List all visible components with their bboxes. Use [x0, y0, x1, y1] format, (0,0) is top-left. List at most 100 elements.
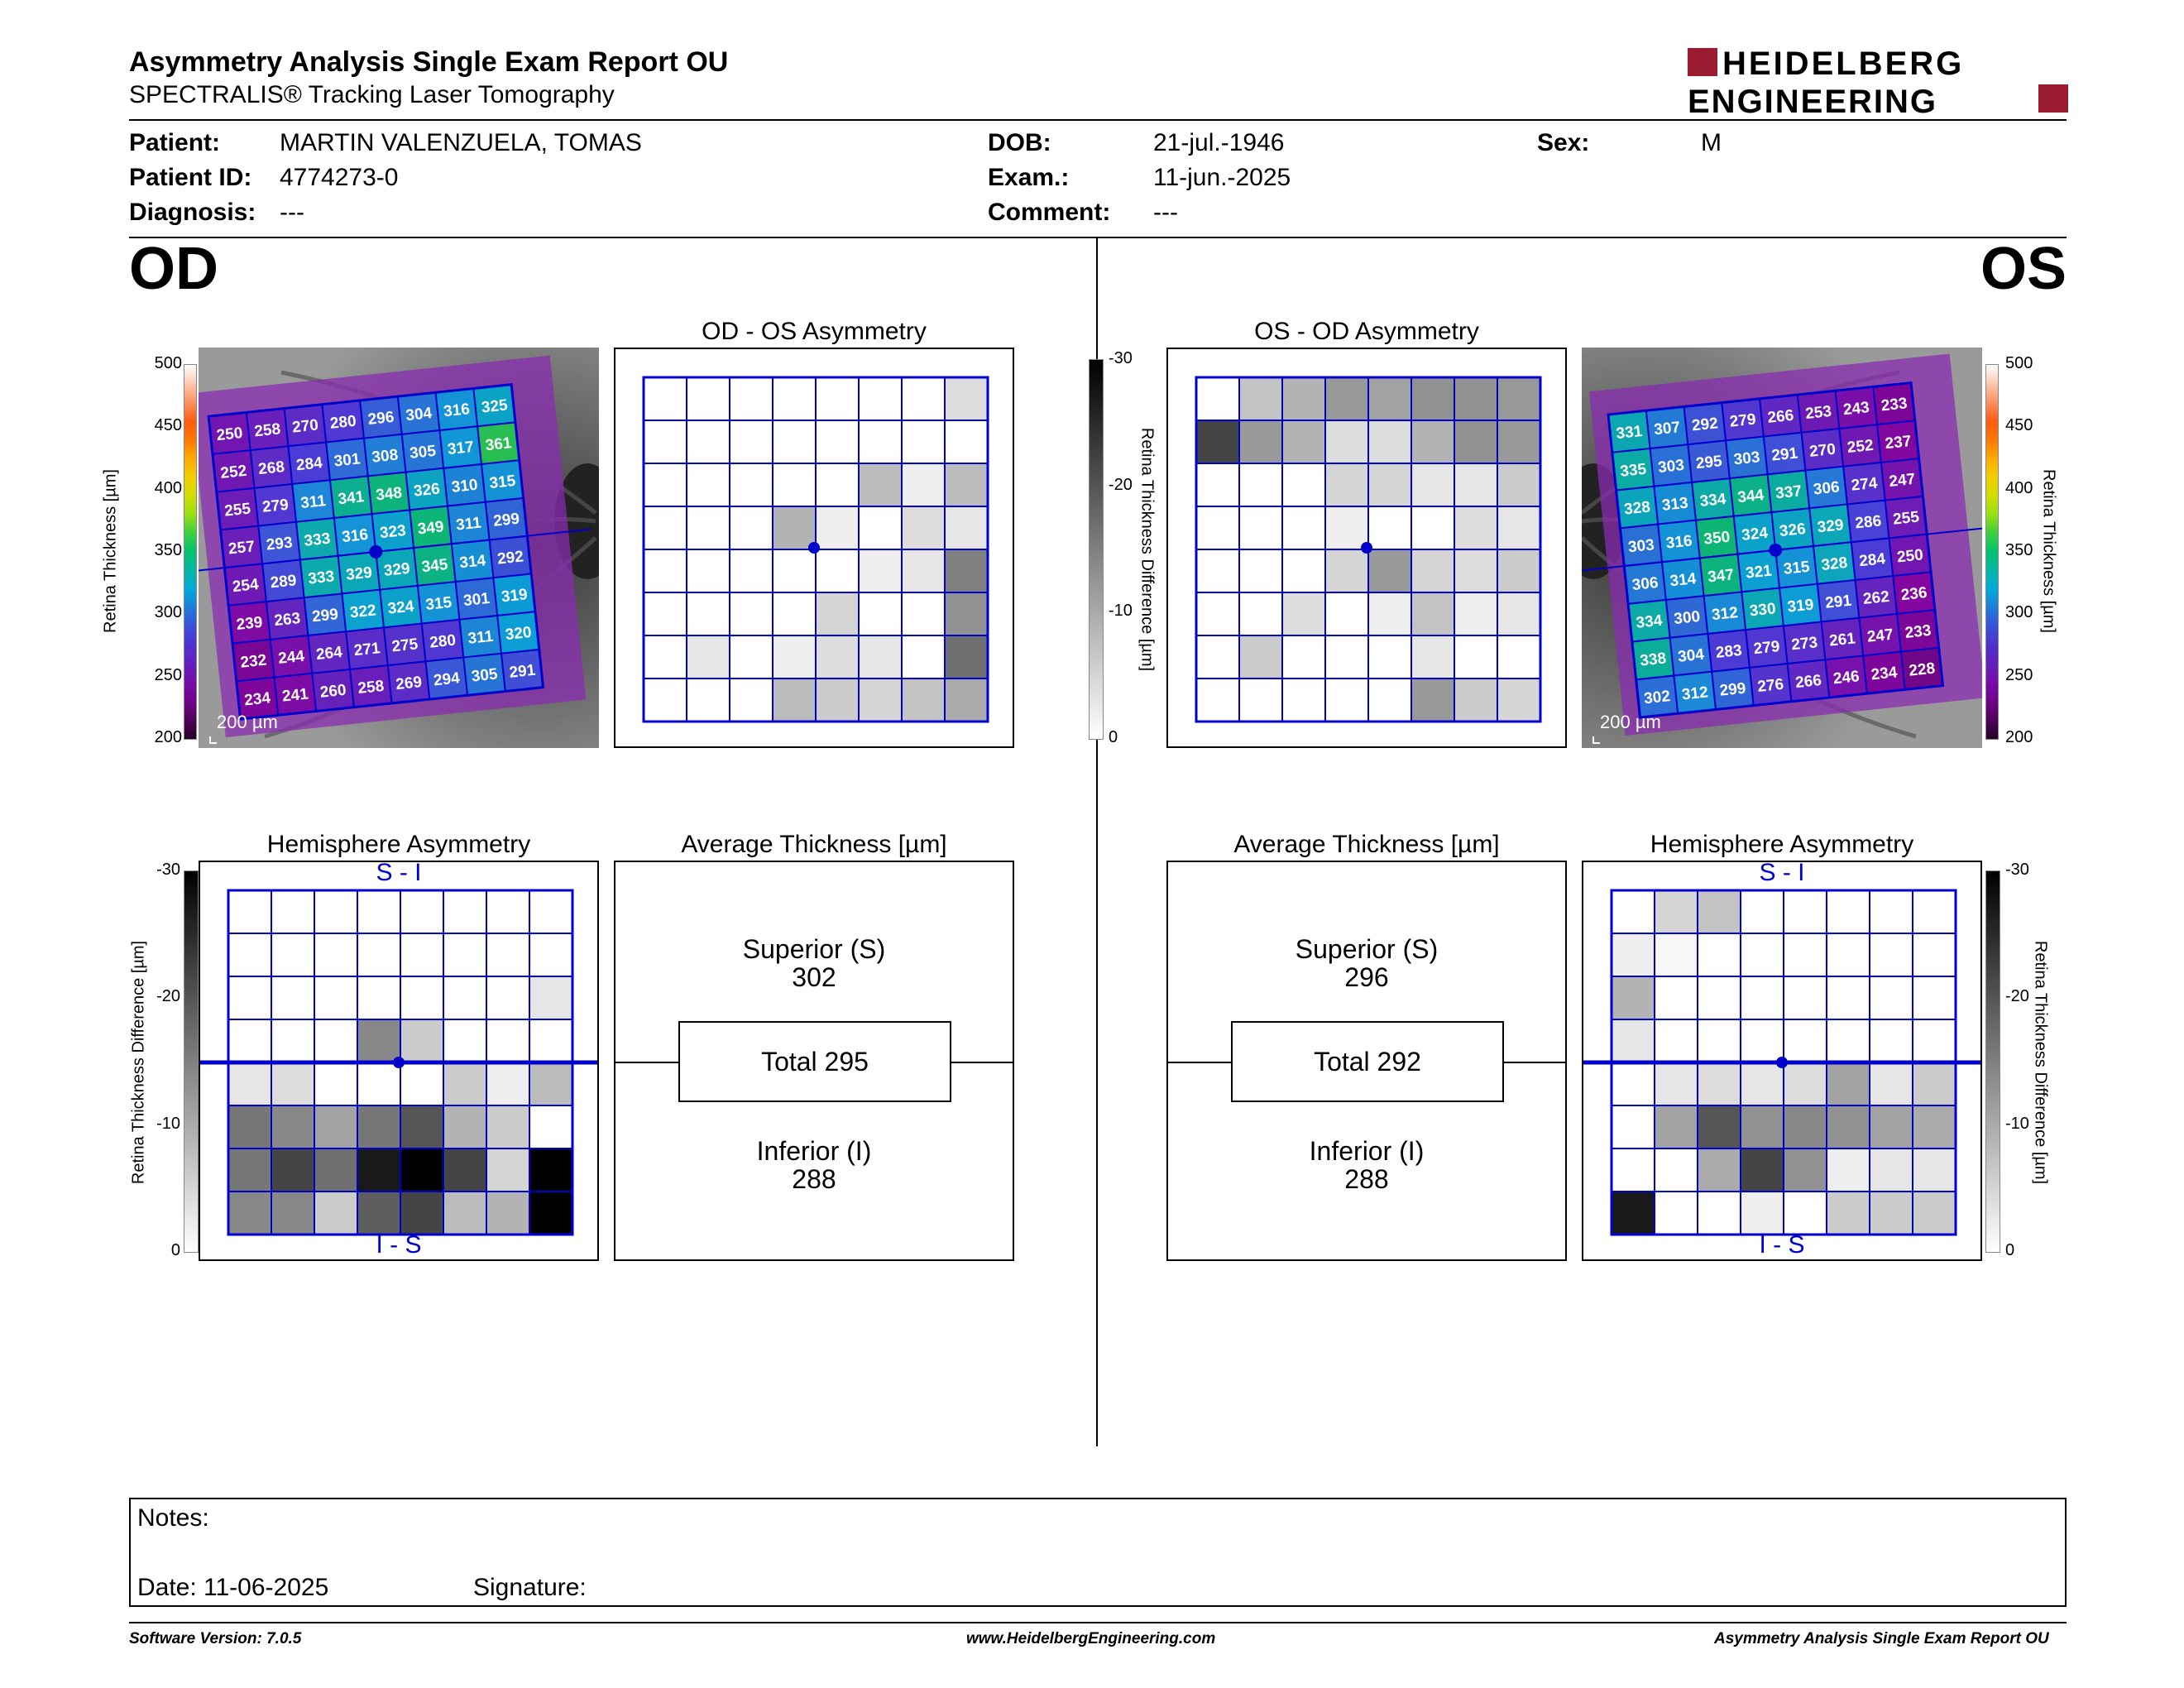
thickness-value: 280	[329, 413, 357, 433]
grid-cell	[1238, 549, 1283, 593]
thickness-value: 274	[1851, 475, 1879, 495]
thickness-value: 315	[489, 472, 517, 492]
grid-cell	[400, 1191, 444, 1235]
grid-cell	[1697, 1191, 1741, 1235]
scale-tick-label: 400	[2005, 478, 2033, 497]
grid-cell	[1410, 376, 1455, 421]
exam-value: 11-jun.-2025	[1153, 164, 1291, 191]
thickness-value: 239	[236, 614, 264, 634]
grid-cell	[901, 549, 946, 593]
thickness-value: 313	[1661, 495, 1689, 515]
thickness-value: 234	[1870, 664, 1899, 683]
os-hemi-bottom-label: I - S	[1759, 1231, 1805, 1259]
thickness-value: 300	[1673, 608, 1701, 628]
thickness-value: 311	[455, 514, 482, 534]
grid-cell	[1281, 678, 1326, 722]
grid-cell	[1654, 890, 1698, 934]
grid-cell	[357, 1191, 401, 1235]
grid-cell	[1324, 463, 1369, 507]
od-asymmetry-panel	[614, 348, 1014, 748]
od-hemisphere-panel: S - I I - S	[199, 859, 599, 1261]
scale-tick-label: 350	[154, 541, 182, 559]
grid-cell	[901, 376, 946, 421]
grid-cell	[228, 1105, 272, 1149]
sex-label: Sex:	[1537, 129, 1590, 156]
grid-cell	[1367, 463, 1412, 507]
grid-cell	[1238, 463, 1283, 507]
thickness-value: 286	[1855, 512, 1883, 532]
grid-cell	[1869, 1191, 1913, 1235]
thickness-value: 252	[1846, 437, 1875, 457]
thickness-value: 304	[405, 405, 433, 424]
os-fundus-panel: 331 307 292 279 266 253 243 233 335 303 295 303 291 2…	[1560, 348, 1990, 748]
od-hemisphere-grid	[200, 889, 597, 1236]
thickness-value: 270	[1808, 441, 1837, 461]
thickness-value: 311	[299, 492, 327, 512]
grid-cell	[643, 592, 687, 636]
scale-tick-label: 200	[2005, 728, 2033, 746]
report-subtitle: SPECTRALIS® Tracking Laser Tomography	[129, 81, 615, 108]
patient-name: MARTIN VALENZUELA, TOMAS	[280, 129, 642, 156]
thickness-value: 280	[429, 631, 457, 651]
os-hemi-difference-ticks: -30 -20 -10 0	[2005, 861, 2047, 1259]
footer-website[interactable]: www.HeidelbergEngineering.com	[966, 1630, 1216, 1647]
grid-cell	[686, 463, 730, 507]
grid-cell	[228, 1019, 272, 1063]
grid-cell	[1912, 1019, 1956, 1063]
thickness-value: 305	[471, 665, 499, 685]
grid-cell	[1367, 506, 1412, 550]
grid-cell	[357, 890, 401, 934]
scale-tick-label: -10	[2005, 1114, 2029, 1133]
grid-cell	[643, 463, 687, 507]
comment-value: ---	[1153, 199, 1178, 226]
grid-cell	[486, 1105, 530, 1149]
grid-cell	[1238, 420, 1283, 464]
notes-box: Notes: Date: 11-06-2025 Signature:	[129, 1498, 2067, 1607]
thickness-value: 331	[1616, 423, 1644, 443]
grid-cell	[271, 1062, 315, 1106]
grid-cell	[815, 420, 860, 464]
scale-bar	[1592, 736, 1600, 744]
thickness-value: 264	[315, 644, 343, 664]
scale-tick-label: -30	[2005, 861, 2029, 879]
grid-cell	[686, 678, 730, 722]
grid-cell	[529, 976, 573, 1020]
fovea-marker	[369, 544, 383, 559]
grid-cell	[357, 1062, 401, 1106]
grid-cell	[1454, 592, 1498, 636]
thickness-value: 255	[223, 500, 251, 520]
grid-cell	[1826, 933, 1870, 977]
thickness-value: 345	[421, 556, 449, 576]
grid-cell	[1195, 678, 1240, 722]
thickness-value: 294	[433, 669, 461, 689]
od-fundus-image: 250 258 270 280 296 304 316 325 252 268 284 301 308 3…	[161, 348, 620, 748]
scale-tick-label: 350	[2005, 541, 2033, 559]
grid-cell	[858, 635, 903, 679]
grid-cell	[1324, 376, 1369, 421]
grid-cell	[1783, 890, 1827, 934]
thickness-value: 304	[1677, 646, 1705, 666]
grid-cell	[1740, 1062, 1784, 1106]
grid-cell	[1611, 890, 1655, 934]
grid-cell	[357, 1148, 401, 1192]
grid-cell	[815, 549, 860, 593]
grid-cell	[686, 420, 730, 464]
grid-cell	[944, 420, 989, 464]
grid-cell	[858, 678, 903, 722]
grid-cell	[1611, 1019, 1655, 1063]
thickness-value: 334	[1699, 491, 1727, 511]
od-inferior-value: 288	[792, 1164, 836, 1194]
grid-cell	[1281, 506, 1326, 550]
thickness-value: 325	[481, 396, 509, 416]
grid-cell	[1912, 1105, 1956, 1149]
grid-cell	[772, 420, 817, 464]
thickness-value: 310	[451, 477, 479, 496]
grid-cell	[1697, 1148, 1741, 1192]
grid-cell	[1740, 1191, 1784, 1235]
grid-cell	[729, 463, 774, 507]
thickness-value: 308	[371, 447, 400, 467]
thickness-value: 233	[1880, 395, 1909, 415]
thickness-value: 299	[311, 606, 339, 626]
grid-cell	[400, 890, 444, 934]
thickness-value: 250	[1896, 546, 1924, 566]
